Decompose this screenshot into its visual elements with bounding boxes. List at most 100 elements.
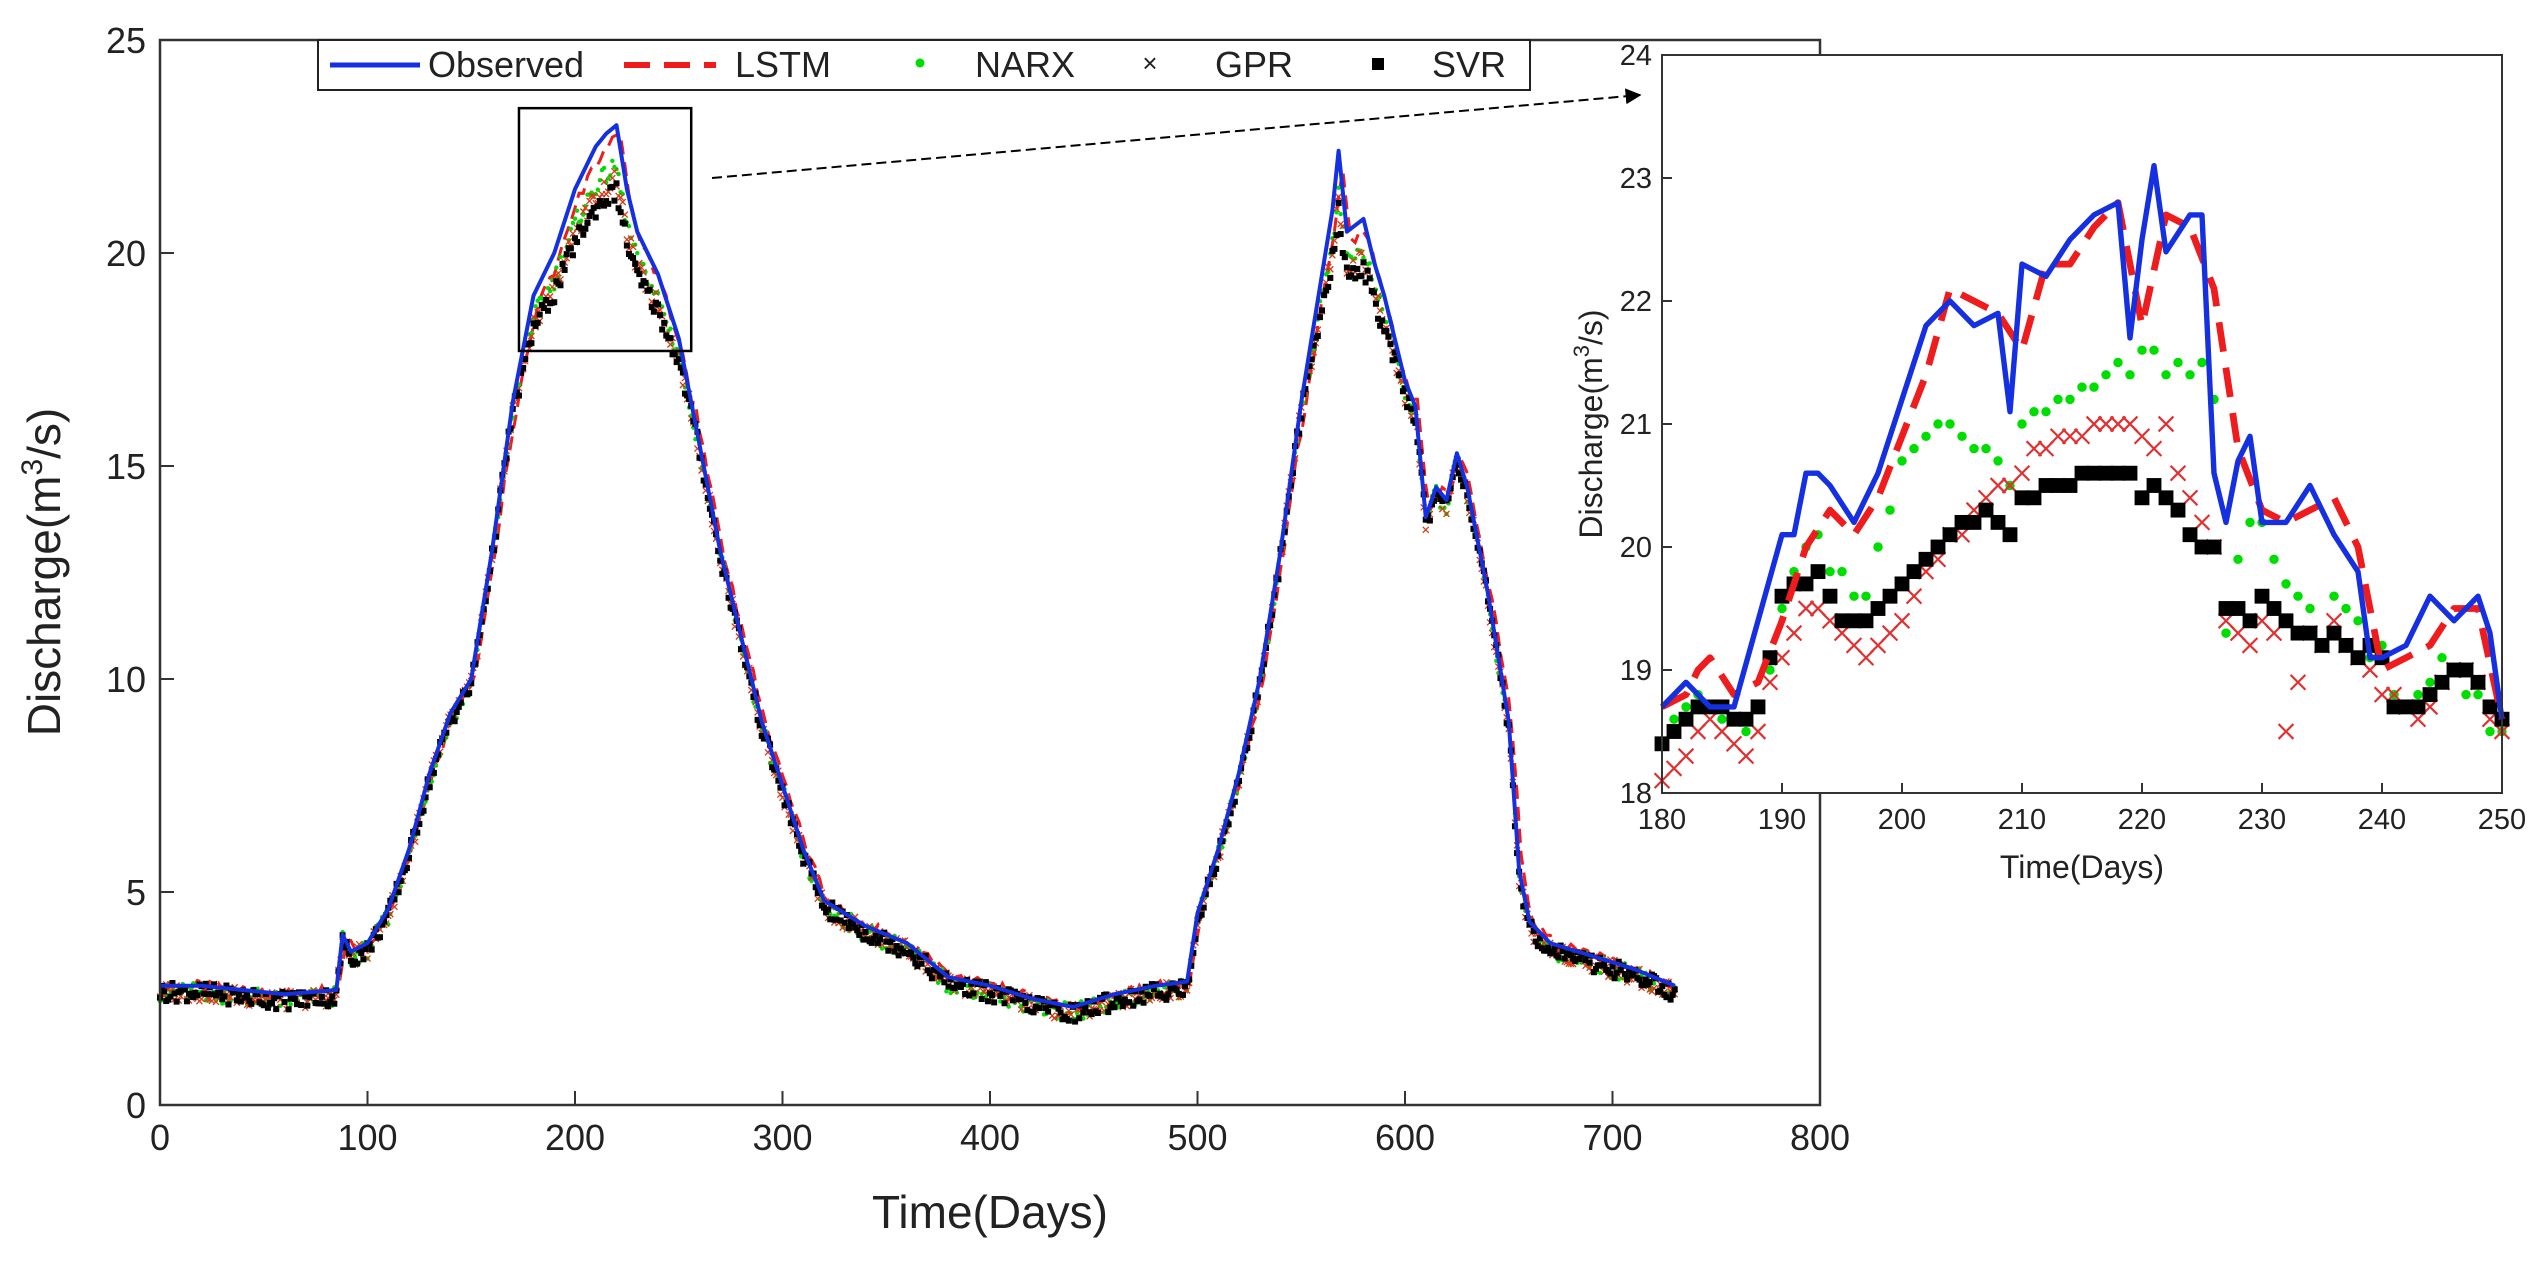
main-series-svr-point (237, 998, 244, 1005)
main-series-svr-point (1551, 946, 1558, 953)
main-series-svr-point (349, 961, 356, 968)
inset-series-narx-point (1969, 443, 1979, 454)
main-series-svr-point (989, 992, 996, 999)
main-series-svr-point (1213, 865, 1220, 872)
main-series-gpr-point (814, 895, 822, 903)
main-series-narx-point (572, 216, 578, 221)
main-series-svr-point (821, 904, 827, 911)
main-series-svr-point (1555, 954, 1562, 961)
main-series-svr-point (623, 242, 630, 249)
main-series-svr-point (594, 203, 601, 210)
inset-series-narx-point (1981, 443, 1991, 454)
main-series-svr-point (183, 998, 190, 1005)
inset-series-svr-point (2230, 601, 2246, 616)
main-series-svr-point (1200, 904, 1207, 911)
main-series-svr-point (632, 260, 639, 267)
inset-series-svr-point (1846, 613, 1862, 629)
main-series-svr-point (545, 307, 552, 314)
main-series-svr-point (634, 267, 641, 274)
inset-series-svr-point (2326, 625, 2342, 641)
main-series-svr-point (613, 180, 620, 187)
main-series-svr-point (403, 865, 410, 872)
main-series-svr-point (588, 209, 595, 216)
inset-series-lstm-line (1660, 199, 2506, 720)
main-series-svr-point (563, 251, 570, 258)
main-series-svr-point (754, 716, 761, 723)
main-series-narx-point (1384, 319, 1389, 325)
main-series-gpr-point (527, 332, 535, 340)
legend-item-observed: Observed (330, 44, 584, 85)
main-series-gpr-point (610, 167, 618, 175)
main-series-svr-point (982, 979, 989, 986)
main-series-gpr-point (627, 234, 635, 242)
main-series-svr-point (397, 877, 404, 884)
main-series-svr-point (1590, 969, 1597, 976)
main-series-svr-point (935, 968, 942, 975)
inset-series-narx-point (2281, 579, 2291, 589)
inset-series-svr-point (2410, 699, 2426, 715)
main-series-svr-point (615, 205, 622, 212)
main-series-svr-point (1532, 938, 1539, 945)
main-series-svr-point (636, 271, 643, 278)
main-series-narx-point (1361, 255, 1366, 260)
main-series-svr-point (1165, 991, 1172, 998)
main-series-narx-point (579, 218, 584, 223)
main-series-svr-point (1536, 935, 1543, 942)
main-series-gpr (156, 167, 1679, 1022)
inset-series-svr-point (2014, 490, 2030, 506)
main-series-svr-point (298, 1002, 305, 1009)
inset-series-narx-point (2017, 419, 2027, 429)
inset-series-svr-point (1978, 502, 1994, 518)
legend-label-svr: SVR (1432, 44, 1506, 85)
inset-y-tick-label-21: 21 (1620, 409, 1652, 441)
main-series-narx-point (1442, 505, 1447, 511)
main-series-svr-point (827, 916, 834, 923)
main-series-svr-point (1387, 341, 1394, 348)
main-series-svr-point (1333, 232, 1340, 239)
main-x-tick-label-100: 100 (337, 1117, 397, 1158)
inset-series-svr-point (1678, 711, 1694, 727)
main-series-narx (157, 158, 1677, 1022)
main-series-svr-point (540, 305, 547, 312)
main-series-svr-point (167, 993, 174, 1000)
inset-series-svr-point (2110, 465, 2126, 481)
inset-series-svr-point (2074, 465, 2090, 481)
inset-series-svr-point (2386, 699, 2402, 715)
inset-series-gpr-point (2085, 415, 2103, 433)
main-x-tick-label-500: 500 (1167, 1117, 1227, 1158)
main-x-tick-label-200: 200 (545, 1117, 605, 1158)
main-series-svr-point (1198, 911, 1205, 918)
main-series-svr-point (1453, 461, 1460, 468)
main-series-svr-point (1337, 231, 1344, 238)
main-series-svr-point (1140, 999, 1147, 1006)
inset-series-svr-point (2254, 588, 2270, 604)
inset-series-svr-point (1810, 564, 1826, 580)
main-series-narx-point (570, 220, 576, 226)
main-series-svr-point (1594, 962, 1601, 969)
main-series-svr-point (208, 991, 215, 998)
main-series-gpr-point (579, 208, 587, 216)
main-series-svr-point (1611, 975, 1618, 982)
main-series-svr-point (1366, 275, 1373, 282)
main-series-gpr-point (548, 283, 556, 291)
main-series-svr-point (1389, 357, 1396, 364)
main-series-svr-point (1211, 871, 1218, 878)
inset-series-svr-point (2158, 490, 2174, 506)
main-series-svr-point (1130, 1002, 1137, 1009)
main-series-svr-point (169, 980, 176, 987)
main-series-svr-point (1105, 1009, 1112, 1016)
main-series-svr-point (1642, 976, 1649, 983)
main-series-svr-point (1323, 287, 1330, 294)
main-series-svr-point (883, 938, 890, 945)
inset-y-tick-label-18: 18 (1620, 778, 1652, 810)
inset-series-narx-point (1897, 456, 1907, 466)
main-series-svr-point (750, 694, 757, 701)
main-series-svr-point (430, 769, 437, 776)
inset-series-observed-line (1660, 163, 2505, 720)
main-series-svr-point (316, 1000, 323, 1007)
main-series-svr-point (1586, 959, 1593, 966)
main-x-tick-label-400: 400 (960, 1117, 1020, 1158)
main-series-gpr-point (656, 306, 664, 314)
main-series-svr-point (1607, 970, 1614, 977)
main-series-svr-point (1310, 342, 1317, 349)
